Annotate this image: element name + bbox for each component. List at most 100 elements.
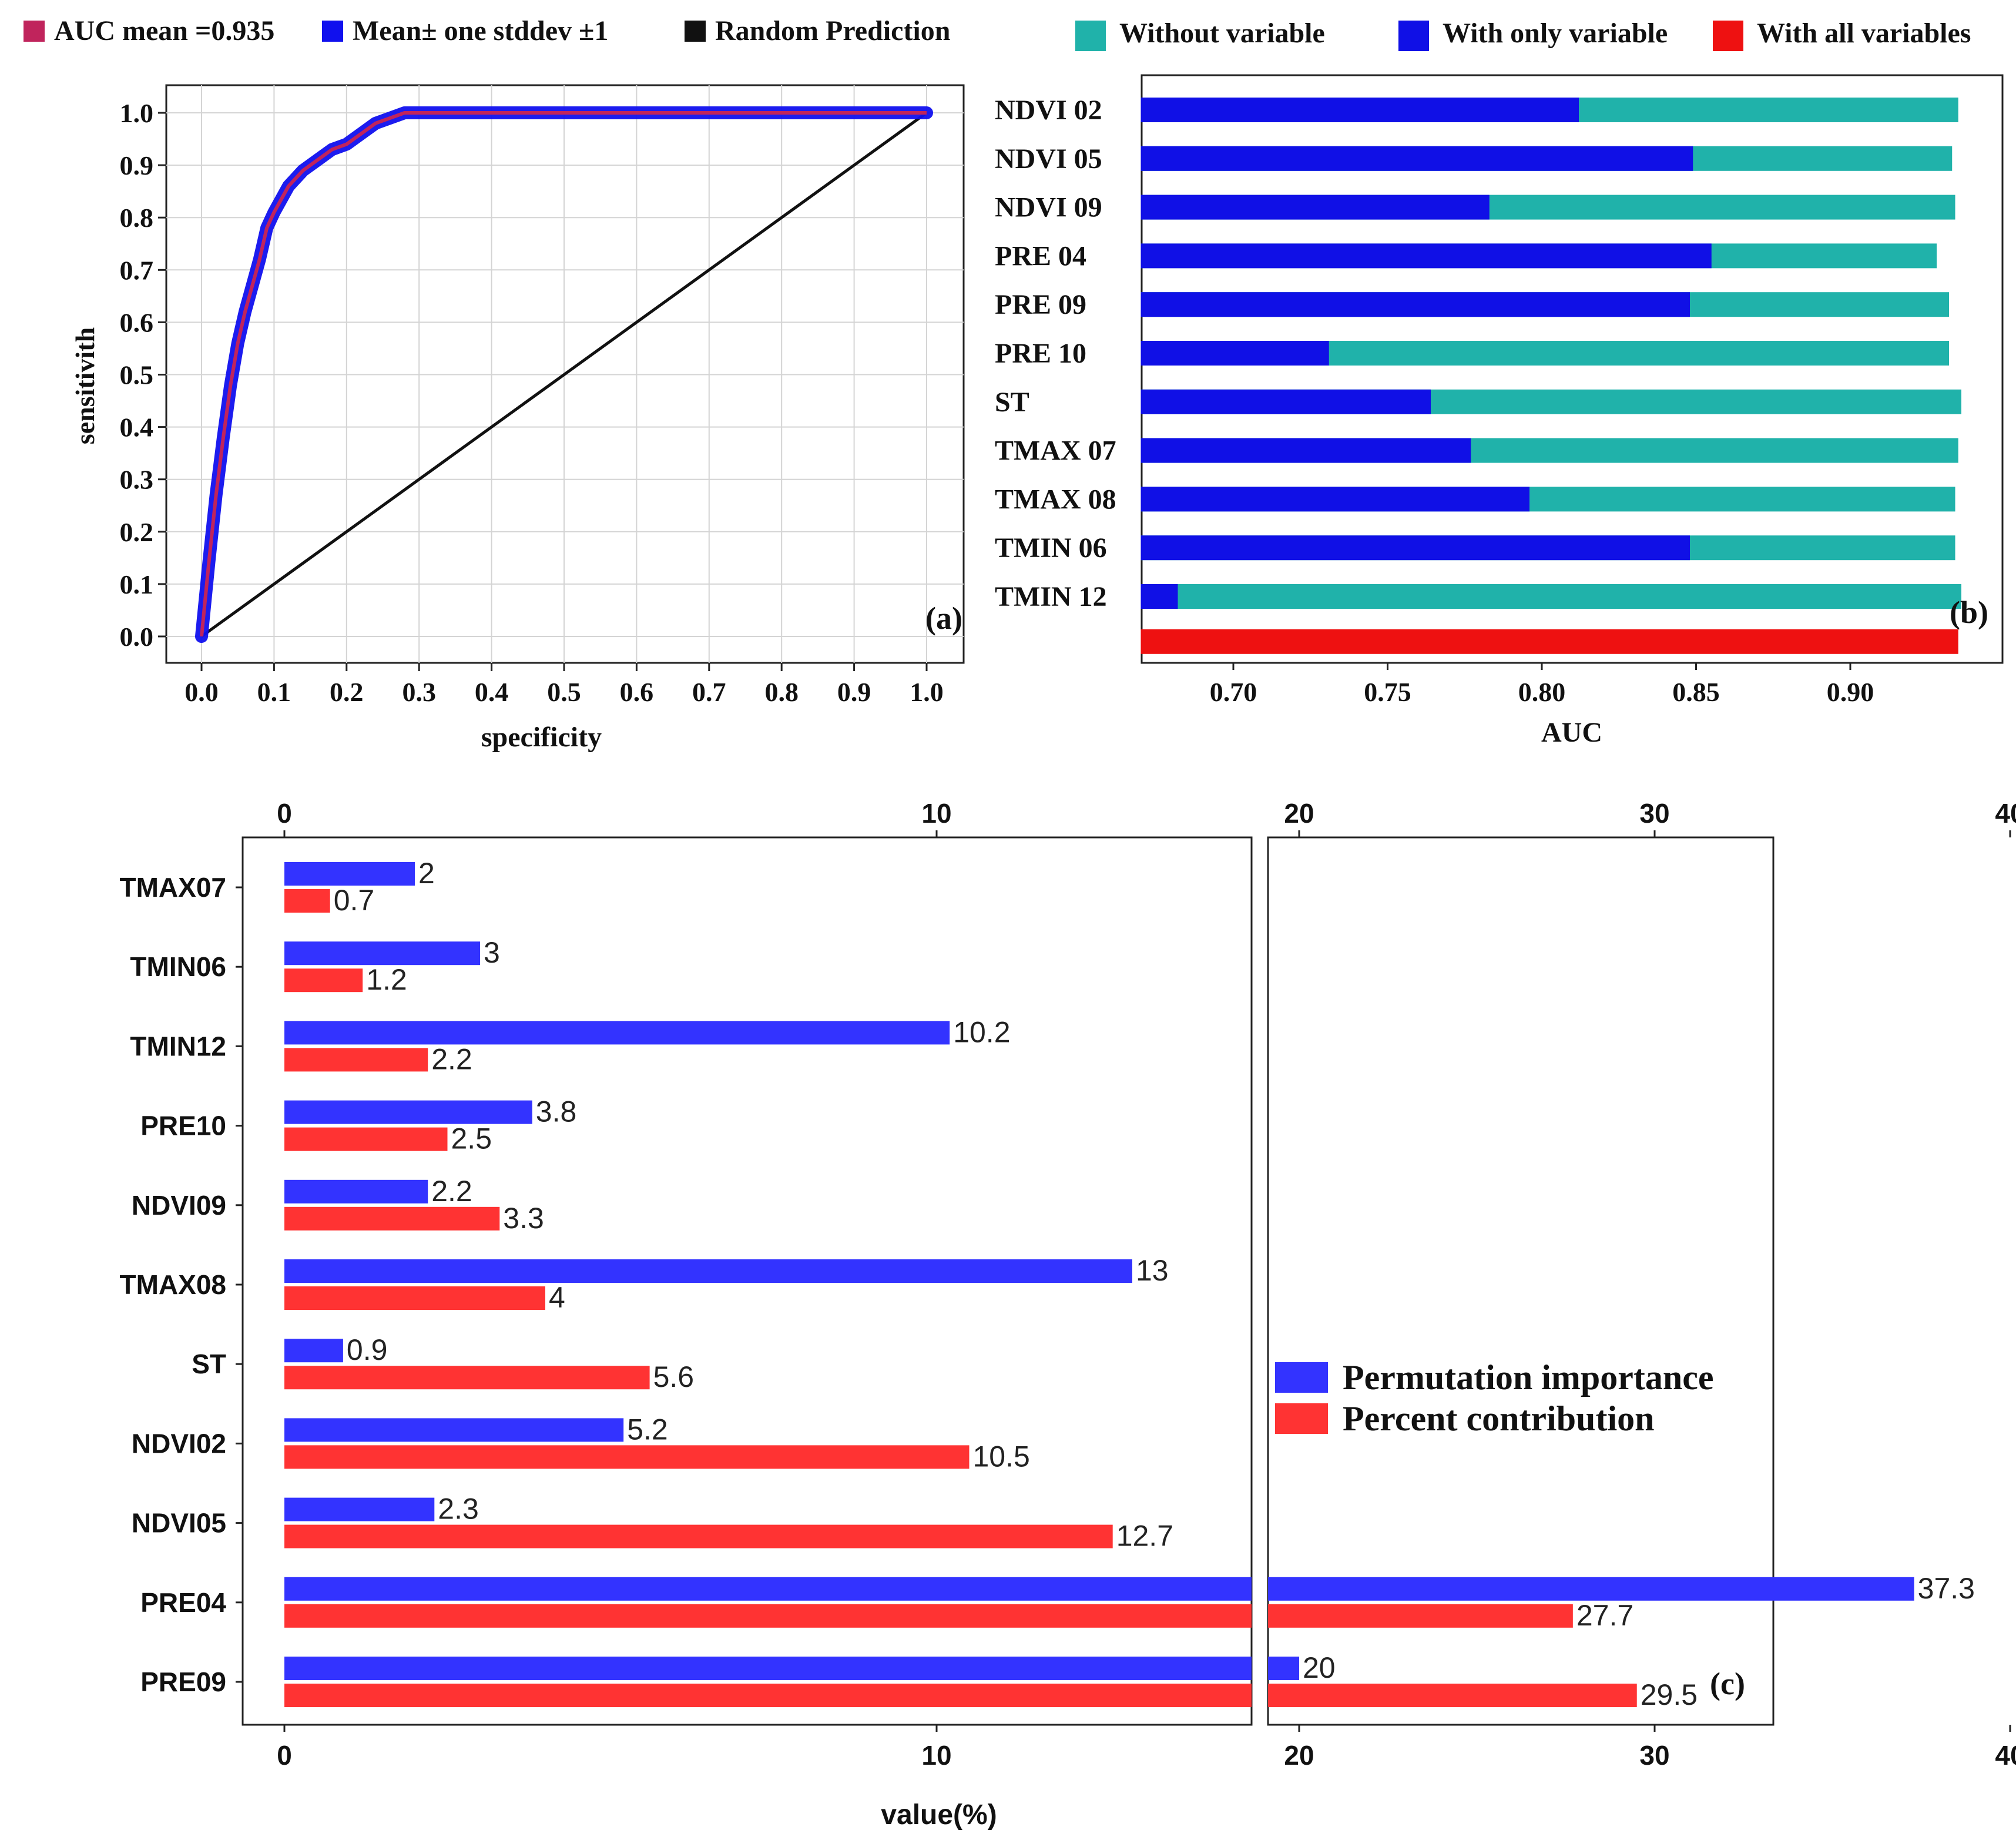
category-label: PRE04 xyxy=(140,1587,226,1618)
x-tick-label: 0.75 xyxy=(1364,677,1411,707)
value-label: 0.7 xyxy=(334,884,375,917)
bar-with-all-variables xyxy=(1141,629,1958,654)
category-label: ST xyxy=(192,1349,226,1379)
category-label: NDVI 02 xyxy=(995,95,1102,126)
bar-with-only-variable xyxy=(1141,243,1712,269)
x-tick-label: 0.5 xyxy=(547,677,581,707)
bar-permutation-importance xyxy=(284,1021,950,1045)
y-tick-label: 0.7 xyxy=(120,255,154,285)
bar-permutation-importance xyxy=(284,862,415,886)
value-label: 2.2 xyxy=(431,1175,472,1208)
bar-percent-contribution xyxy=(284,1286,545,1310)
legend-swatch-percent-contribution xyxy=(1275,1403,1328,1434)
x-tick-label: 0.8 xyxy=(764,677,799,707)
legend-label: With only variable xyxy=(1443,18,1668,49)
bar-with-only-variable xyxy=(1141,146,1693,171)
bar-permutation-importance-left-segment xyxy=(284,1657,1252,1680)
bar-percent-contribution xyxy=(284,968,363,993)
value-label: 2.5 xyxy=(451,1122,492,1155)
y-tick-label: 0.3 xyxy=(120,465,154,495)
top-tick-label: 0 xyxy=(277,798,292,829)
category-label: PRE 09 xyxy=(995,289,1086,320)
category-label: TMIN06 xyxy=(130,951,226,982)
right-plot-frame xyxy=(1267,836,1775,1726)
legend-swatch-without_var xyxy=(1075,21,1106,51)
value-label: 37.3 xyxy=(1918,1572,1975,1605)
random-prediction-line xyxy=(200,111,928,638)
bar-permutation-importance-left-segment xyxy=(284,1577,1252,1601)
bar-percent-contribution xyxy=(284,1048,428,1072)
x-tick-label: 0.7 xyxy=(692,677,726,707)
x-axis-label: AUC xyxy=(1541,717,1602,748)
category-label: TMAX 08 xyxy=(995,484,1116,515)
category-label: PRE09 xyxy=(140,1667,226,1697)
bottom-tick-label: 0 xyxy=(277,1740,292,1771)
legend-swatch-permutation-importance xyxy=(1275,1362,1328,1393)
bar-permutation-importance xyxy=(284,1259,1132,1283)
category-label: TMIN12 xyxy=(130,1031,226,1061)
x-tick-label: 0.85 xyxy=(1672,677,1720,707)
bar-permutation-importance xyxy=(284,1339,343,1363)
category-label: PRE 04 xyxy=(995,240,1086,271)
legend-label: Percent contribution xyxy=(1343,1399,1654,1438)
value-label: 2 xyxy=(418,857,435,890)
value-label: 10.2 xyxy=(953,1015,1010,1048)
category-label: TMAX08 xyxy=(120,1269,226,1300)
bottom-tick-label: 20 xyxy=(1284,1740,1314,1771)
panel-label-a: (a) xyxy=(925,601,962,636)
value-label: 3 xyxy=(484,936,500,969)
category-label: NDVI05 xyxy=(132,1508,226,1538)
legend-swatch-all_var xyxy=(1713,21,1743,51)
x-tick-label: 0.6 xyxy=(620,677,654,707)
bar-percent-contribution xyxy=(284,1366,650,1390)
value-label: 5.6 xyxy=(653,1360,695,1393)
bar-permutation-importance xyxy=(284,1497,435,1521)
top-tick-label: 30 xyxy=(1639,798,1669,829)
y-tick-label: 0.5 xyxy=(120,360,154,390)
value-label: 5.2 xyxy=(627,1413,668,1446)
legend-swatch-stddev xyxy=(322,21,343,42)
bar-with-only-variable xyxy=(1141,98,1579,122)
bar-percent-contribution xyxy=(284,1524,1113,1548)
bar-with-only-variable xyxy=(1141,487,1529,512)
roc-panel: AUC mean =0.935 Mean± one stddev ±1 Random… xyxy=(24,15,965,753)
value-label: 4 xyxy=(549,1281,565,1314)
category-label: TMIN 12 xyxy=(995,581,1107,612)
legend-swatch-only_var xyxy=(1398,21,1429,51)
panel-label-b: (b) xyxy=(1950,595,1988,630)
category-label: TMAX 07 xyxy=(995,435,1116,467)
bar-without-variable xyxy=(1141,584,1961,609)
bar-permutation-importance xyxy=(284,1100,532,1124)
bar-with-only-variable xyxy=(1141,584,1178,609)
legend-label: Mean± one stddev ±1 xyxy=(353,15,608,46)
bar-with-only-variable xyxy=(1141,438,1471,463)
category-label: PRE 10 xyxy=(995,338,1086,369)
bar-percent-contribution-right-segment xyxy=(1268,1604,1573,1628)
x-tick-label: 0.70 xyxy=(1210,677,1257,707)
bar-with-only-variable xyxy=(1141,292,1690,317)
category-label: PRE10 xyxy=(140,1111,226,1141)
bar-permutation-importance xyxy=(284,1179,428,1204)
y-tick-label: 0.1 xyxy=(120,569,154,599)
y-axis-label: sensitivith xyxy=(70,327,100,444)
category-label: NDVI02 xyxy=(132,1428,226,1459)
legend-label: Without variable xyxy=(1119,18,1325,49)
bar-with-only-variable xyxy=(1141,535,1690,561)
legend-swatch-random xyxy=(685,21,706,42)
value-label: 0.9 xyxy=(347,1333,388,1366)
bar-percent-contribution-right-segment xyxy=(1268,1684,1637,1707)
x-tick-label: 0.0 xyxy=(185,677,219,707)
x-tick-label: 0.80 xyxy=(1518,677,1566,707)
bottom-tick-label: 40 xyxy=(1995,1740,2016,1771)
bar-percent-contribution-left-segment xyxy=(284,1604,1252,1628)
y-tick-label: 0.4 xyxy=(120,413,154,443)
x-tick-label: 0.4 xyxy=(475,677,509,707)
value-label: 12.7 xyxy=(1116,1520,1173,1553)
category-label: NDVI 09 xyxy=(995,192,1102,223)
bar-percent-contribution xyxy=(284,889,330,913)
category-label: ST xyxy=(995,387,1029,418)
x-tick-label: 0.3 xyxy=(402,677,436,707)
y-tick-label: 0.8 xyxy=(120,203,154,233)
y-tick-label: 0.0 xyxy=(120,622,154,652)
legend-label: With all variables xyxy=(1757,18,1971,49)
